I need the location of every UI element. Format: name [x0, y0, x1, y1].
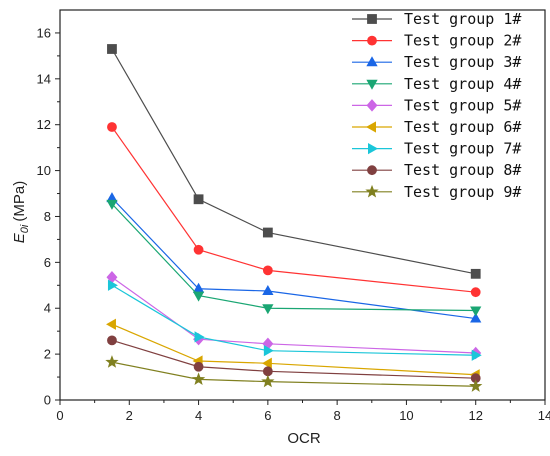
data-point [107, 335, 117, 346]
y-tick-label: 12 [37, 117, 51, 132]
legend-item: Test group 5# [352, 96, 521, 114]
legend-marker [366, 79, 378, 90]
y-tick-label: 8 [44, 209, 51, 224]
y-tick-label: 4 [44, 301, 51, 316]
series-line [111, 48, 476, 275]
legend-marker [366, 56, 378, 67]
data-point [191, 372, 206, 386]
series-group [107, 335, 481, 384]
legend-marker [366, 99, 378, 112]
legend-label: Test group 4# [404, 75, 521, 93]
x-tick-label: 2 [126, 408, 133, 423]
y-axis-title-symbol: E [11, 232, 28, 243]
data-point [261, 374, 275, 388]
series-line [111, 284, 476, 356]
legend-item: Test group 4# [352, 75, 521, 93]
series-line [111, 203, 476, 312]
x-axis-title: OCR [287, 430, 321, 447]
x-tick-label: 8 [334, 408, 341, 423]
data-point [194, 331, 205, 343]
data-point [470, 268, 481, 279]
series-group [107, 44, 481, 279]
data-point [193, 361, 204, 372]
y-tick-label: 2 [44, 347, 51, 362]
data-point [105, 318, 116, 330]
data-point [470, 312, 482, 323]
legend-label: Test group 2# [404, 32, 521, 50]
data-point [263, 345, 274, 357]
legend-marker [367, 142, 378, 155]
legend-marker [367, 14, 377, 24]
x-axis: 0 2 4 6 8 10 12 14 [56, 400, 550, 423]
y-tick-label: 0 [44, 393, 51, 408]
x-tick-label: 14 [538, 408, 550, 423]
y-tick-label: 6 [44, 255, 51, 270]
x-tick-label: 12 [468, 408, 482, 423]
legend-item: Test group 7# [352, 140, 521, 158]
y-axis-title-subscript: 0i [19, 224, 31, 233]
series-group [105, 355, 483, 392]
data-point [107, 44, 117, 54]
data-point [262, 227, 273, 238]
legend: Test group 1# Test group 2# Test group 3# T… [352, 10, 521, 201]
legend-item: Test group 2# [352, 32, 521, 50]
x-tick-label: 0 [56, 408, 63, 423]
series-line [111, 126, 476, 293]
legend-label: Test group 9# [404, 183, 521, 201]
legend-marker [367, 35, 377, 46]
x-tick-label: 4 [195, 408, 202, 423]
legend-marker [367, 165, 377, 176]
y-axis-title-unit: (MPa) [11, 181, 28, 222]
y-tick-label: 14 [37, 71, 51, 86]
data-point [106, 199, 118, 210]
legend-item: Test group 6# [352, 118, 521, 136]
legend-label: Test group 5# [404, 96, 521, 114]
legend-marker [366, 121, 377, 133]
data-point [470, 287, 481, 298]
series-line [111, 339, 476, 379]
data-point [262, 285, 274, 296]
data-point [469, 379, 483, 392]
legend-label: Test group 1# [404, 10, 521, 28]
legend-label: Test group 8# [404, 161, 521, 179]
y-tick-label: 16 [37, 25, 51, 40]
y-axis: 0 2 4 6 8 10 12 14 16 [37, 25, 60, 408]
series-group [106, 199, 482, 317]
data-point [262, 304, 274, 315]
y-tick-label: 10 [37, 163, 51, 178]
data-point [192, 291, 205, 302]
series-group [105, 318, 480, 381]
data-point [105, 355, 119, 368]
legend-label: Test group 3# [404, 53, 521, 71]
legend-item: Test group 1# [352, 10, 521, 28]
data-point [193, 194, 204, 205]
series-layer [105, 44, 483, 392]
data-point [107, 279, 118, 291]
y-axis-title: E0i (MPa) [11, 181, 31, 243]
series-line [111, 361, 476, 387]
legend-marker [365, 184, 379, 198]
data-point [470, 306, 482, 317]
series-line [111, 276, 476, 354]
data-point [262, 366, 273, 377]
series-group [107, 122, 481, 298]
series-group [106, 192, 482, 323]
series-group [107, 279, 482, 361]
series-line [111, 197, 476, 320]
legend-item: Test group 3# [352, 53, 521, 71]
data-point [261, 357, 272, 369]
data-point [193, 244, 204, 255]
data-point [471, 349, 482, 361]
legend-item: Test group 8# [352, 161, 521, 179]
data-point [107, 122, 117, 132]
legend-item: Test group 9# [352, 183, 521, 201]
x-tick-label: 10 [399, 408, 413, 423]
legend-label: Test group 6# [404, 118, 521, 136]
data-point [262, 265, 273, 276]
x-tick-label: 6 [264, 408, 271, 423]
series-line [111, 323, 476, 376]
legend-label: Test group 7# [404, 140, 521, 158]
